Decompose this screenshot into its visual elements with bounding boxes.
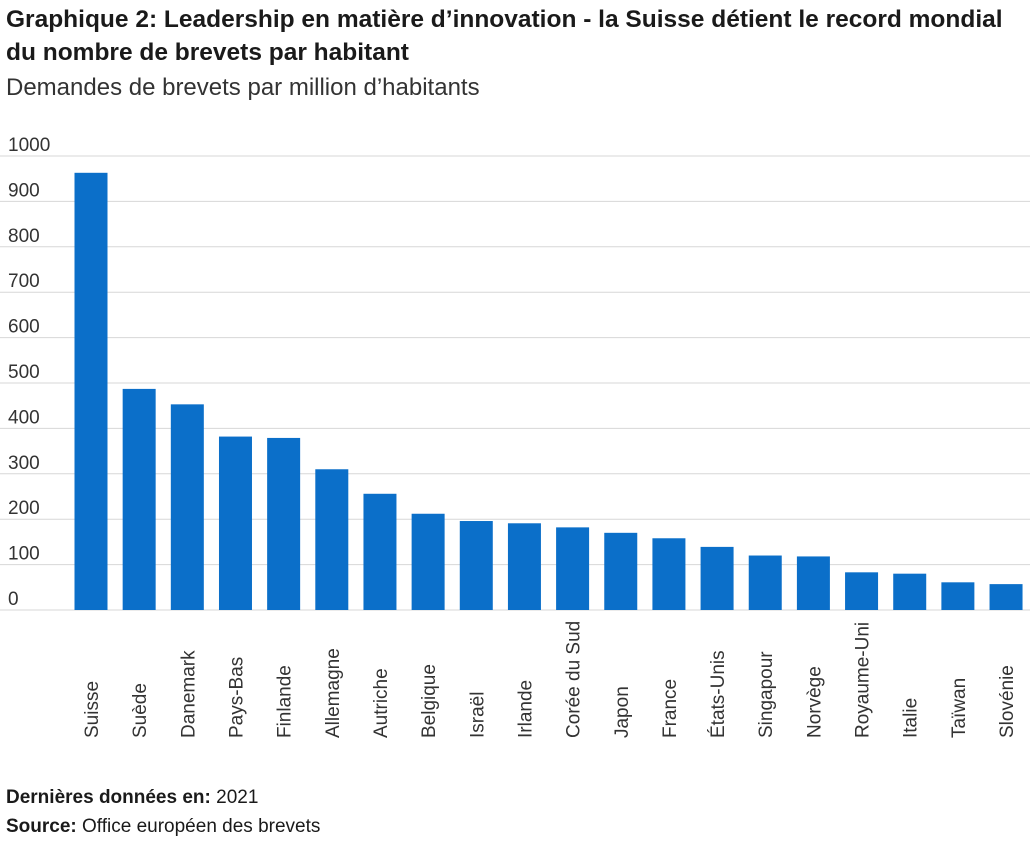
y-tick-label: 600 [8,317,40,338]
x-tick-label: Pays-Bas [226,657,247,738]
bar [941,582,975,610]
x-tick-label: Israël [467,692,488,738]
x-tick-label: Autriche [371,668,392,738]
y-tick-label: 400 [8,407,40,428]
y-tick-label: 0 [8,589,19,610]
y-tick-label: 100 [8,544,40,565]
x-tick-label: France [660,679,681,738]
x-tick-label: Belgique [419,664,440,738]
bar [604,532,638,610]
x-tick-label: Suisse [82,681,103,738]
x-tick-label: Singapour [756,651,777,738]
bar [459,521,493,610]
chart-title: Graphique 2: Leadership en matière d’inn… [6,6,1003,66]
x-tick-label: États-Unis [708,650,729,738]
x-tick-label: Royaume-Uni [853,622,874,738]
bar [170,404,204,610]
y-tick-label: 300 [8,453,40,474]
y-tick-label: 700 [8,271,40,292]
x-tick-label: Allemagne [323,648,344,738]
x-tick-label: Irlande [515,680,536,738]
last-data-label: Dernières données en: [6,787,211,808]
bar [218,436,252,610]
y-tick-label: 800 [8,226,40,247]
bar [700,546,734,610]
x-tick-label: Slovénie [997,665,1018,738]
bar [748,555,782,610]
last-data-value: 2021 [216,787,259,808]
bar [556,527,590,610]
y-tick-label: 900 [8,180,40,201]
source-note: Source: Office européen des brevets [6,815,320,839]
last-data-note: Dernières données en: 2021 [6,786,258,810]
bar [845,572,879,610]
bar [122,388,156,610]
bar [315,469,349,610]
x-tick-label: Taïwan [949,678,970,738]
x-tick-label: Italie [901,698,922,738]
bar [74,172,108,611]
x-tick-label: Finlande [275,665,296,738]
bar [363,493,397,610]
y-axis-tick-labels: 0 100 200 300 400 500 600 700 800 900 1000 [8,135,50,610]
chart-subtitle: Demandes de brevets par million d’habita… [6,74,480,101]
bar [893,573,927,610]
x-tick-label: Norvège [804,666,825,738]
x-tick-label: Corée du Sud [564,621,585,738]
source-label: Source: [6,816,77,837]
y-tick-label: 200 [8,498,40,519]
bars [74,172,1023,611]
bar [652,538,686,610]
source-value: Office européen des brevets [82,816,321,837]
y-tick-label: 1000 [8,135,50,156]
bar [267,437,301,610]
y-tick-label: 500 [8,362,40,383]
bar [411,513,445,610]
x-tick-label: Danemark [178,650,199,738]
x-axis-category-labels: Suisse Suède Danemark Pays-Bas Finlande Allem… [82,621,1018,738]
bar [989,584,1023,610]
x-tick-label: Suède [130,683,151,738]
bar [796,556,830,610]
x-tick-label: Japon [612,686,633,738]
bar [507,523,541,610]
